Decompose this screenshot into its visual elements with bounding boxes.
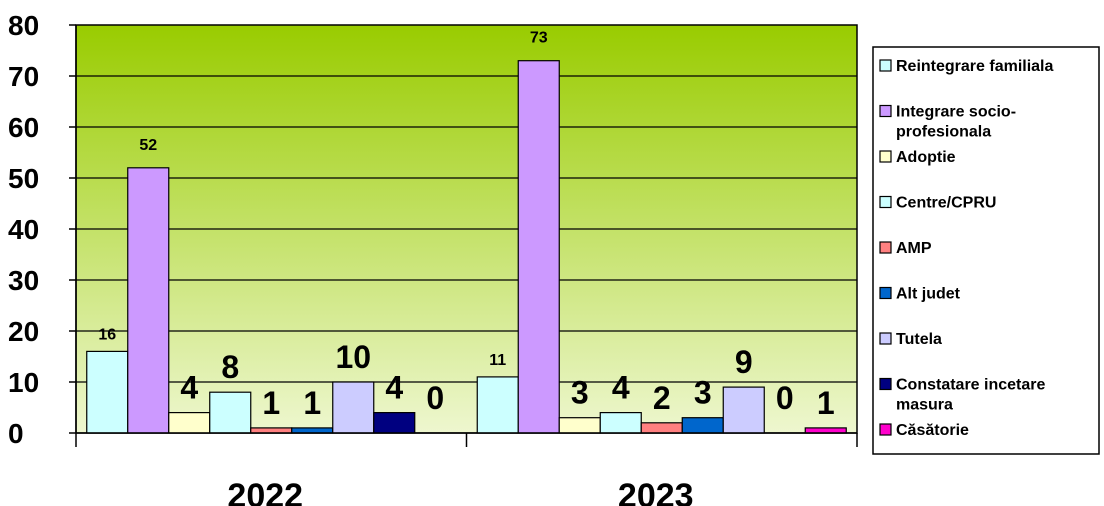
bar	[599, 412, 642, 434]
bar	[168, 412, 211, 434]
data-label: 4	[612, 370, 630, 406]
legend-label: Constatare incetare masura	[896, 377, 1045, 414]
x-category-label: 2022	[227, 477, 303, 506]
legend-swatch	[879, 195, 892, 209]
data-label: 73	[530, 30, 548, 47]
bar	[291, 427, 334, 434]
legend-label: Tutela	[896, 331, 942, 348]
bar	[209, 391, 252, 434]
bar	[86, 350, 129, 434]
bar	[517, 60, 560, 434]
y-tick-label: 60	[8, 112, 39, 143]
x-axis-categories: 2022 2023	[227, 477, 693, 506]
y-tick-label: 30	[8, 265, 39, 296]
data-label: 9	[735, 344, 753, 380]
legend-swatch	[879, 150, 892, 163]
legend-swatch	[879, 286, 892, 300]
data-label: 1	[817, 385, 835, 421]
legend-label: AMP	[896, 240, 932, 257]
y-axis-ticks: 0 10 20 30 40 50 60 70 80	[8, 10, 76, 449]
bar	[250, 427, 293, 434]
y-tick-label: 50	[8, 163, 39, 194]
legend-label: Alt judet	[896, 286, 961, 303]
data-label: 2	[653, 380, 671, 416]
legend-swatch	[879, 59, 892, 72]
legend-swatch	[879, 377, 892, 391]
legend-swatch	[879, 241, 892, 254]
data-label: 11	[489, 352, 506, 369]
bar	[558, 417, 601, 434]
data-label: 3	[694, 375, 712, 411]
y-tick-label: 40	[8, 214, 39, 245]
data-label: 4	[180, 370, 198, 406]
data-label: 16	[98, 326, 116, 343]
bar	[373, 412, 416, 434]
data-label: 4	[385, 370, 403, 406]
y-tick-label: 0	[8, 418, 24, 449]
legend: Reintegrare familiala Integrare socio-pro…	[872, 46, 1100, 455]
y-tick-label: 20	[8, 316, 39, 347]
legend-box	[872, 46, 1100, 455]
y-tick-label: 70	[8, 61, 39, 92]
legend-label: Integrare socio-profesionala	[896, 104, 1016, 141]
data-label: 10	[335, 339, 371, 375]
data-label: 1	[262, 385, 280, 421]
bar	[127, 167, 170, 434]
legend-label: Centre/CPRU	[896, 195, 996, 212]
bar	[640, 422, 683, 434]
legend-label: Căsătorie	[896, 422, 969, 439]
gridlines	[76, 75, 857, 383]
data-label: 8	[221, 349, 239, 385]
bar	[722, 386, 765, 434]
bar	[681, 417, 724, 434]
y-tick-label: 80	[8, 10, 39, 41]
x-category-label: 2023	[618, 477, 694, 506]
bars	[86, 60, 847, 434]
y-tick-label: 10	[8, 367, 39, 398]
data-label: 0	[776, 380, 794, 416]
bar	[804, 427, 847, 434]
bar	[476, 376, 519, 434]
legend-swatch	[879, 104, 892, 118]
data-label: 0	[426, 380, 444, 416]
data-label: 3	[571, 375, 589, 411]
legend-label: Reintegrare familiala	[896, 58, 1054, 75]
bar	[332, 381, 375, 434]
legend-swatch	[879, 423, 892, 436]
data-label: 1	[303, 385, 321, 421]
data-label: 52	[139, 137, 157, 154]
legend-label: Adoptie	[896, 149, 956, 166]
legend-swatch	[879, 332, 892, 345]
